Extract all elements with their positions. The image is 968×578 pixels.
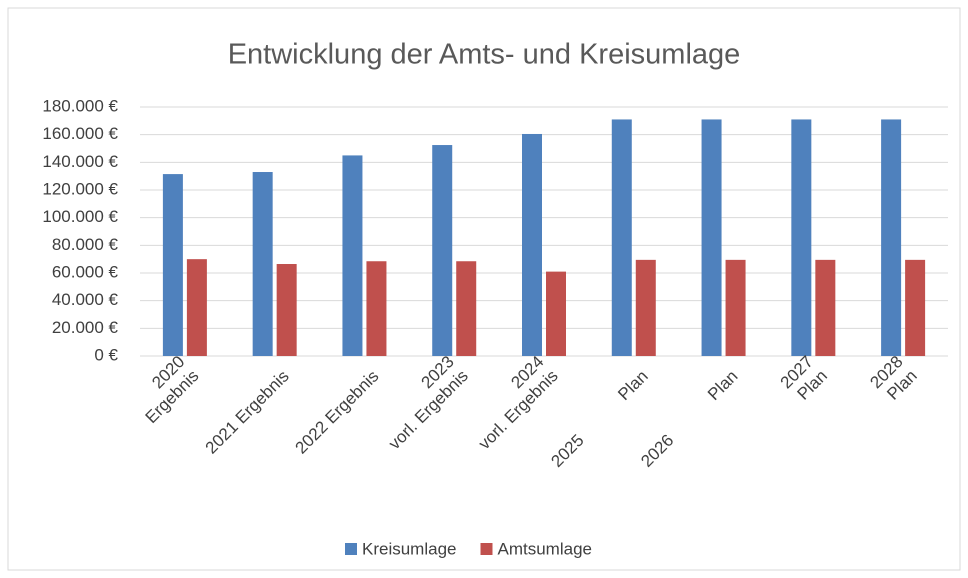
bar: [522, 133, 542, 356]
bar: [635, 259, 656, 356]
chart-title: Entwicklung der Amts- und Kreisumlage: [228, 39, 741, 71]
bar: [432, 145, 453, 356]
y-tick-label: 140.000 €: [42, 152, 118, 171]
y-tick-label: 160.000 €: [42, 124, 118, 143]
bar: [791, 119, 812, 356]
y-tick-label: 120.000 €: [42, 179, 118, 198]
y-tick-label: 40.000 €: [52, 290, 119, 309]
y-tick-label: 20.000 €: [52, 318, 119, 337]
y-tick-label: 180.000 €: [42, 96, 118, 115]
bar: [611, 119, 632, 356]
bar: [546, 271, 566, 356]
y-tick-label: 100.000 €: [42, 207, 118, 226]
legend-swatch: [345, 543, 357, 555]
bar: [456, 261, 477, 356]
bar: [725, 259, 746, 356]
y-tick-label: 60.000 €: [52, 262, 119, 281]
bar: [815, 259, 836, 356]
bar: [881, 119, 902, 356]
legend-label: Kreisumlage: [362, 539, 457, 558]
bar: [905, 259, 926, 356]
legend-label: Amtsumlage: [498, 539, 592, 558]
bar: [701, 119, 722, 356]
y-tick-label: 80.000 €: [52, 235, 119, 254]
bar: [276, 264, 297, 356]
bar: [186, 259, 207, 356]
bar: [252, 172, 273, 356]
y-tick-label: 0 €: [94, 345, 118, 364]
legend-swatch: [480, 543, 493, 555]
bar: [162, 174, 183, 356]
bar: [342, 155, 363, 356]
bar: [366, 261, 387, 356]
